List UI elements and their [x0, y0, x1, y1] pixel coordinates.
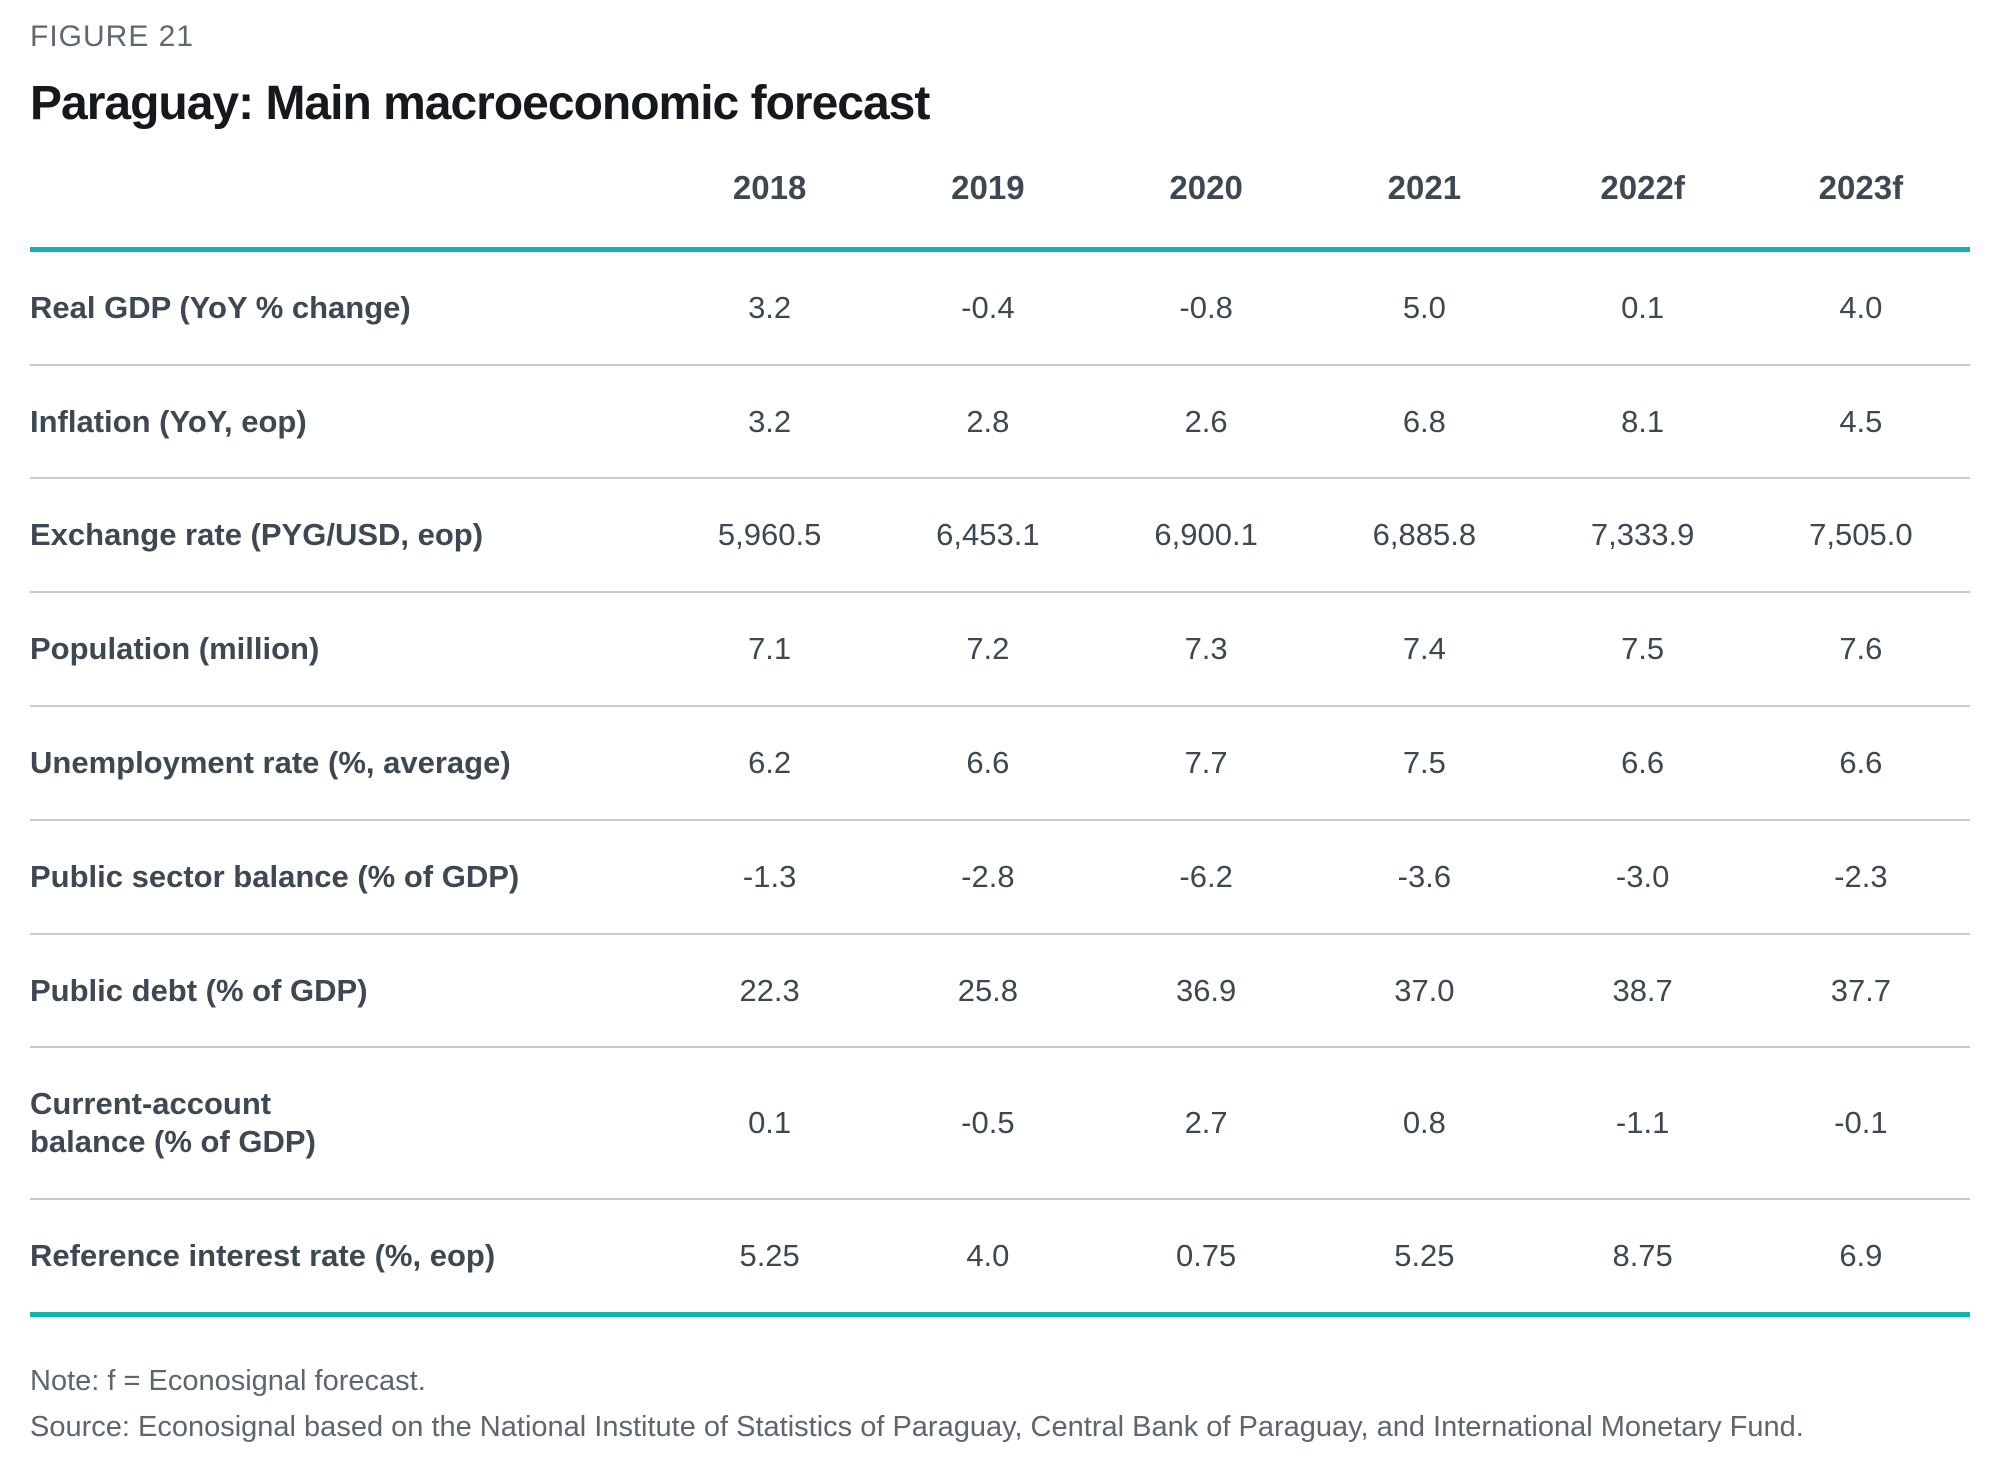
value-cell: 6.6 — [1621, 745, 1665, 781]
table-body: Real GDP (YoY % change) 3.2 -0.4 -0.8 5.0 0.1… — [30, 249, 1970, 1315]
value-cell: -0.5 — [961, 1105, 1015, 1141]
footnotes: Note: f = Econosignal forecast. Source: … — [30, 1363, 1970, 1446]
value-cell: 6.6 — [966, 745, 1010, 781]
value-cell: 38.7 — [1612, 972, 1673, 1008]
row-label: Public debt (% of GDP) — [30, 972, 368, 1008]
table-row: Exchange rate (PYG/USD, eop) 5,960.5 6,453… — [30, 478, 1970, 593]
row-label: Unemployment rate (%, average) — [30, 745, 511, 781]
value-cell: 7.5 — [1402, 745, 1446, 781]
value-cell: 7.7 — [1184, 745, 1228, 781]
value-cell: 0.8 — [1402, 1105, 1446, 1141]
row-label: Inflation (YoY, eop) — [30, 403, 307, 439]
value-cell: 22.3 — [739, 972, 800, 1008]
value-cell: 2.6 — [1184, 403, 1228, 439]
value-cell: -2.8 — [961, 858, 1015, 894]
value-cell: 7,505.0 — [1809, 517, 1913, 553]
year-column-header: 2019 — [878, 160, 1097, 252]
value-cell: -1.1 — [1615, 1105, 1670, 1141]
value-cell: 4.0 — [966, 1238, 1010, 1274]
year-column-header: 2022f — [1533, 160, 1752, 252]
value-cell: 7.3 — [1184, 631, 1228, 667]
forecast-table: 2018 2019 2020 2021 2022f 2023f Real GDP (YoY… — [30, 160, 1970, 1317]
value-cell: 0.1 — [1621, 289, 1665, 325]
value-cell: 7.4 — [1402, 631, 1446, 667]
row-label: Current-account balance (% of GDP) — [30, 1086, 316, 1160]
value-cell: -3.6 — [1397, 858, 1452, 894]
year-column-header: 2020 — [1097, 160, 1316, 252]
row-label: Public sector balance (% of GDP) — [30, 858, 520, 894]
value-cell: 7.6 — [1839, 631, 1883, 667]
value-cell: -2.3 — [1834, 858, 1888, 894]
row-label: Reference interest rate (%, eop) — [30, 1238, 496, 1274]
value-cell: 3.2 — [748, 289, 792, 325]
table-row: Unemployment rate (%, average) 6.2 6.6 7.7 7… — [30, 706, 1970, 820]
value-cell: 37.0 — [1394, 972, 1455, 1008]
value-cell: 2.7 — [1184, 1105, 1228, 1141]
value-cell: 7.5 — [1621, 631, 1665, 667]
value-cell: 8.75 — [1612, 1238, 1673, 1274]
table-header-empty-cell — [30, 160, 661, 252]
value-cell: 6.2 — [748, 745, 792, 781]
value-cell: 7,333.9 — [1590, 517, 1695, 553]
value-cell: 36.9 — [1175, 972, 1237, 1008]
value-cell: 4.5 — [1839, 403, 1883, 439]
table-header: 2018 2019 2020 2021 2022f 2023f — [30, 160, 1970, 252]
value-cell: 5,960.5 — [717, 517, 822, 553]
year-column-header: 2018 — [660, 160, 879, 252]
value-cell: 6.9 — [1839, 1238, 1883, 1274]
row-label: Real GDP (YoY % change) — [30, 289, 411, 325]
value-cell: 25.8 — [957, 972, 1019, 1008]
value-cell: 5.25 — [1394, 1238, 1455, 1274]
value-cell: 7.2 — [966, 631, 1010, 667]
row-label: Population (million) — [30, 631, 320, 667]
value-cell: 6,453.1 — [936, 517, 1040, 553]
source-text: Source: Econosignal based on the Nationa… — [30, 1410, 1804, 1443]
table-row: Real GDP (YoY % change) 3.2 -0.4 -0.8 5.0 0.1… — [30, 249, 1970, 365]
row-label: Exchange rate (PYG/USD, eop) — [30, 517, 484, 553]
value-cell: 3.2 — [748, 403, 792, 439]
value-cell: 6.8 — [1402, 403, 1446, 439]
value-cell: 2.8 — [966, 403, 1010, 439]
figure-title: Paraguay: Main macroeconomic forecast — [30, 77, 930, 130]
value-cell: 0.1 — [748, 1105, 792, 1141]
figure-label: FIGURE 21 — [30, 20, 195, 53]
value-cell: 8.1 — [1621, 403, 1665, 439]
value-cell: 6,885.8 — [1372, 517, 1477, 553]
value-cell: 4.0 — [1839, 289, 1883, 325]
value-cell: 37.7 — [1830, 972, 1892, 1008]
value-cell: 0.75 — [1175, 1238, 1237, 1274]
table-row: Population (million) 7.1 7.2 7.3 7.4 7.5 7.6 — [30, 592, 1970, 707]
year-column-header: 2023f — [1751, 160, 1970, 252]
table-row: Current-account balance (% of GDP) 0.1 -0.… — [30, 1047, 1970, 1200]
table-row: Reference interest rate (%, eop) 5.25 4.0 0… — [30, 1199, 1970, 1315]
value-cell: -0.4 — [961, 289, 1015, 325]
value-cell: 5.0 — [1402, 289, 1446, 325]
value-cell: -6.2 — [1179, 858, 1233, 894]
value-cell: 7.1 — [748, 631, 792, 667]
note-text: Note: f = Econosignal forecast. — [30, 1364, 426, 1397]
value-cell: -0.8 — [1179, 289, 1233, 325]
value-cell: -3.0 — [1615, 858, 1670, 894]
table-header-row: 2018 2019 2020 2021 2022f 2023f — [30, 160, 1970, 252]
table-row: Inflation (YoY, eop) 3.2 2.8 2.6 6.8 8.1 4.5 — [30, 365, 1970, 479]
table-row: Public sector balance (% of GDP) -1.3 -2.8… — [30, 820, 1970, 934]
value-cell: -1.3 — [742, 858, 797, 894]
value-cell: 5.25 — [739, 1238, 800, 1274]
year-column-header: 2021 — [1315, 160, 1534, 252]
value-cell: 6.6 — [1839, 745, 1883, 781]
value-cell: -0.1 — [1834, 1105, 1888, 1141]
table-row: Public debt (% of GDP) 22.3 25.8 36.9 37.0 38… — [30, 934, 1970, 1048]
value-cell: 6,900.1 — [1154, 517, 1258, 553]
